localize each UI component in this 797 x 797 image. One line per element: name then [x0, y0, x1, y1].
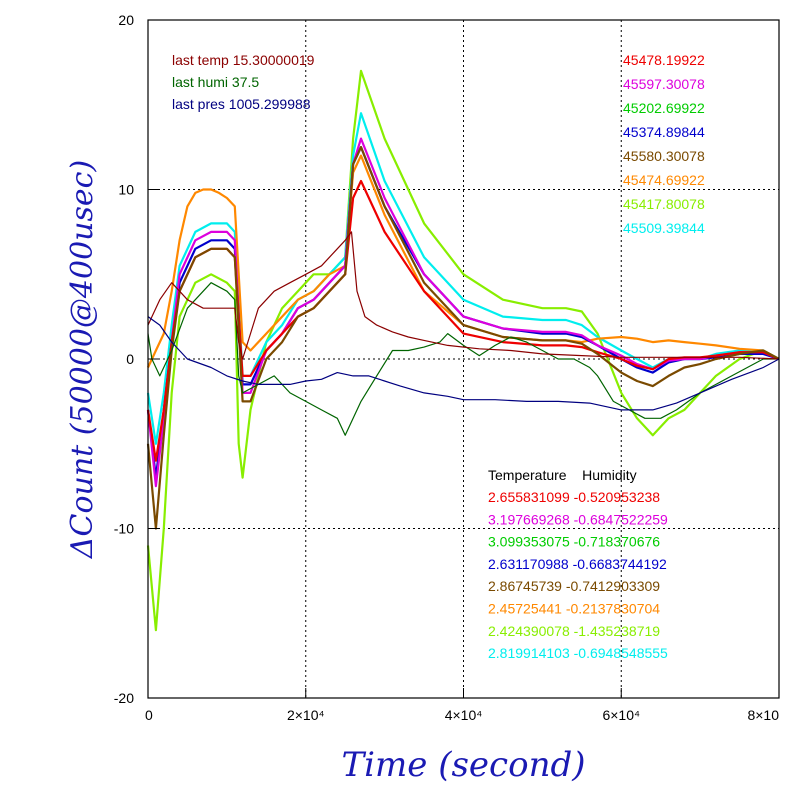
- series-line: [146, 146, 780, 530]
- count-legend-item: 45509.39844: [623, 220, 705, 236]
- environment-reading: last humi 37.5: [172, 74, 259, 90]
- x-tick-label: 6×10⁴: [602, 707, 640, 723]
- y-tick-label: 20: [118, 12, 134, 28]
- coefficient-row: 2.86745739 -0.7412903309: [488, 578, 660, 594]
- series-line: [147, 231, 780, 360]
- environment-reading: last pres 1005.299988: [172, 96, 311, 112]
- coefficient-row: 2.45725441 -0.2137830704: [488, 601, 660, 617]
- coefficient-row: 2.631170988 -0.6683744192: [488, 556, 667, 572]
- grid: [148, 20, 779, 698]
- series-line: [146, 69, 780, 632]
- coefficient-row: 3.099353075 -0.718370676: [488, 534, 660, 550]
- x-tick-label: 2×10⁴: [287, 707, 325, 723]
- axis-ticks: 0 2×10⁴ 4×10⁴ 6×10⁴ 8×10 20 10 0 -10 -20: [114, 12, 780, 723]
- counts-legend: 45478.19922 45597.30078 45202.69922 45374.8…: [623, 52, 705, 236]
- coefficient-row: 2.424390078 -1.435238719: [488, 623, 660, 639]
- coefficient-header: Temperature Humidity: [488, 467, 637, 483]
- count-legend-item: 45478.19922: [623, 52, 705, 68]
- count-legend-item: 45597.30078: [623, 76, 705, 92]
- series-line: [147, 316, 780, 411]
- coefficient-row: 3.197669268 -0.6847522259: [488, 511, 668, 527]
- y-axis-label: ΔCount (50000@400usec): [65, 160, 100, 559]
- y-tick-label: 0: [126, 351, 134, 367]
- count-legend-item: 45374.89844: [623, 124, 705, 140]
- x-axis-label: Time (second): [342, 745, 586, 785]
- environment-reading: last temp 15.30000019: [172, 52, 315, 68]
- count-legend-item: 45417.80078: [623, 196, 705, 212]
- x-tick-label: 0: [145, 707, 153, 723]
- coefficient-row: 2.819914103 -0.6948548555: [488, 645, 668, 661]
- x-tick-label: 4×10⁴: [445, 707, 483, 723]
- y-tick-label: -20: [114, 690, 134, 706]
- count-legend-item: 45580.30078: [623, 148, 705, 164]
- y-tick-label: 10: [118, 182, 134, 198]
- coefficient-table: 2.655831099 -0.520953238 3.197669268 -0.6…: [488, 489, 668, 661]
- series-layer: [146, 69, 780, 632]
- count-legend-item: 45202.69922: [623, 100, 705, 116]
- x-tick-label: 8×10: [747, 707, 779, 723]
- y-tick-label: -10: [114, 521, 134, 537]
- count-legend-item: 45474.69922: [623, 172, 705, 188]
- coefficient-row: 2.655831099 -0.520953238: [488, 489, 660, 505]
- series-line: [146, 137, 780, 488]
- environment-readings: last temp 15.30000019 last humi 37.5 last …: [172, 52, 315, 112]
